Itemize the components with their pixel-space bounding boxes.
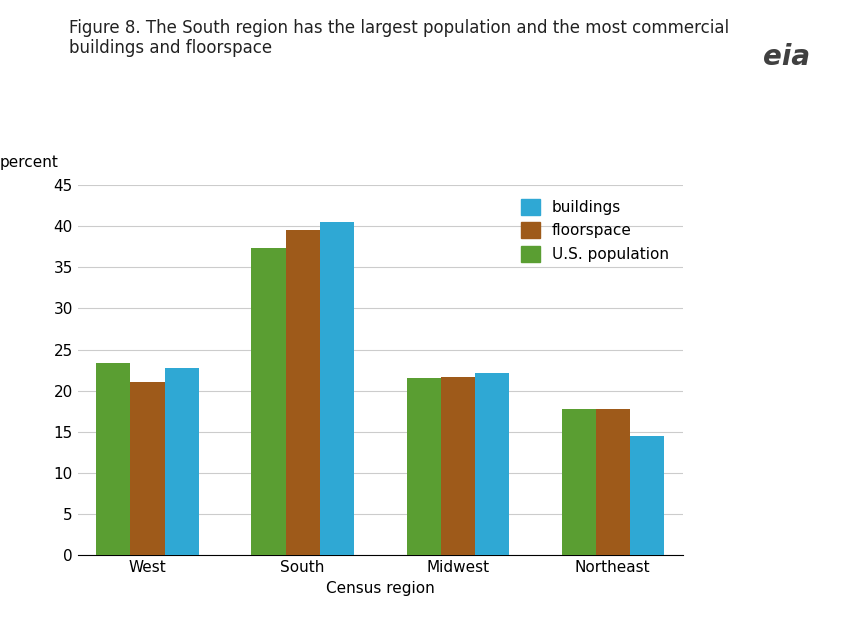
Bar <box>441 377 474 555</box>
Bar <box>165 368 199 555</box>
Bar <box>251 247 286 555</box>
Text: Figure 8. The South region has the largest population and the most commercial
bu: Figure 8. The South region has the large… <box>69 19 729 57</box>
Bar <box>595 409 630 555</box>
X-axis label: Census region: Census region <box>326 581 435 596</box>
Bar <box>474 373 509 555</box>
Bar <box>286 230 320 555</box>
Bar <box>97 363 130 555</box>
Bar <box>562 409 595 555</box>
Bar <box>130 382 165 555</box>
Legend: buildings, floorspace, U.S. population: buildings, floorspace, U.S. population <box>515 193 675 268</box>
Text: percent: percent <box>0 155 58 170</box>
Bar <box>407 378 441 555</box>
Bar <box>630 436 664 555</box>
Text: eia: eia <box>763 43 810 71</box>
Bar <box>320 222 353 555</box>
